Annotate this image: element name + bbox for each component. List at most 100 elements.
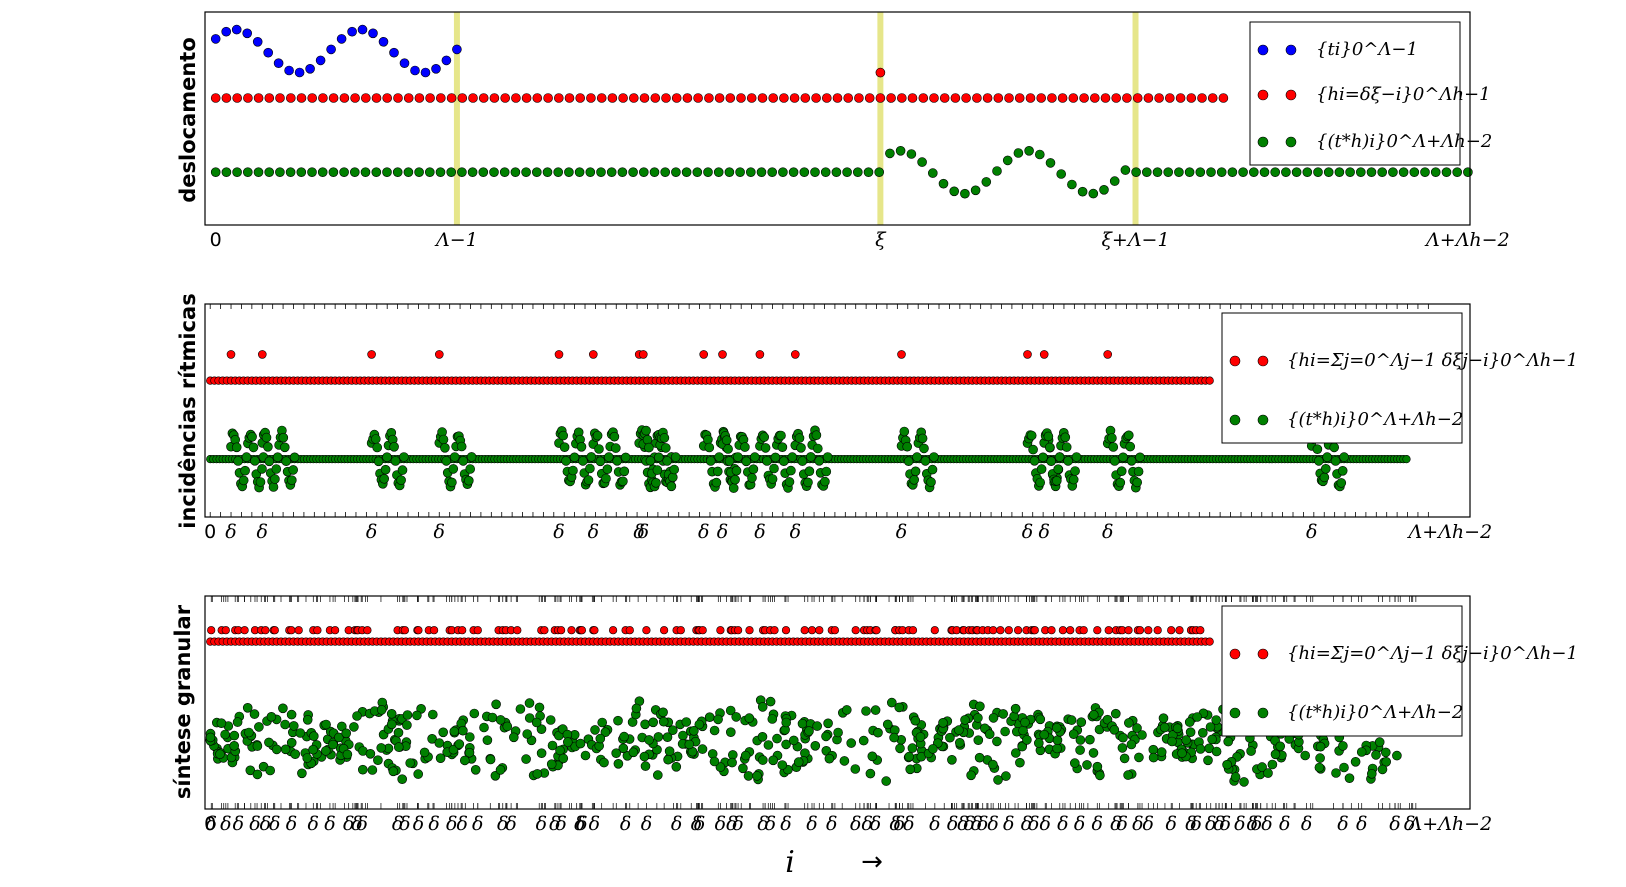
point-conv <box>628 167 638 177</box>
point-conv <box>390 456 401 466</box>
point-conv <box>1211 715 1221 725</box>
point-t <box>284 65 294 76</box>
point-h <box>1186 93 1197 103</box>
point-conv <box>602 464 613 475</box>
point-conv <box>367 765 378 775</box>
point-h <box>950 93 961 103</box>
point-conv <box>984 729 995 740</box>
point-conv <box>438 434 449 445</box>
point-conv <box>1035 149 1045 160</box>
point-conv <box>397 465 408 475</box>
point-conv <box>599 757 609 768</box>
point-h <box>843 93 854 103</box>
point-conv <box>1223 736 1233 747</box>
point-conv <box>1085 734 1095 745</box>
point-conv <box>1118 452 1128 463</box>
point-conv <box>804 466 815 477</box>
point-conv <box>1222 759 1232 770</box>
point-conv <box>905 764 916 775</box>
tick-label-delta: δ <box>1003 813 1014 835</box>
point-conv <box>1089 709 1099 720</box>
point-h-impulse <box>1124 626 1133 635</box>
point-conv <box>242 702 253 713</box>
point-conv <box>268 482 279 492</box>
point-conv <box>1388 167 1398 177</box>
point-conv <box>447 477 457 488</box>
point-conv <box>938 178 949 189</box>
point-h <box>446 93 457 103</box>
point-h-impulse <box>221 626 230 635</box>
point-conv <box>302 753 313 763</box>
point-conv <box>448 464 459 474</box>
point-t <box>410 65 420 76</box>
point-conv <box>920 456 931 466</box>
point-conv <box>903 456 914 467</box>
point-conv <box>558 430 569 441</box>
point-conv <box>342 749 353 760</box>
point-conv <box>822 452 833 462</box>
point-conv <box>793 757 804 767</box>
point-conv <box>558 753 569 764</box>
point-conv <box>713 167 724 177</box>
point-conv <box>757 702 768 712</box>
point-h <box>1143 93 1154 103</box>
point-h-impulse <box>625 626 634 635</box>
point-h <box>521 93 532 103</box>
point-conv <box>249 709 260 719</box>
point-conv <box>290 749 301 760</box>
point-conv <box>1181 735 1191 745</box>
point-h-impulse <box>930 626 939 635</box>
point-t <box>242 28 252 39</box>
point-conv <box>286 475 297 486</box>
point-conv <box>1124 430 1134 441</box>
point-conv <box>938 717 948 728</box>
point-conv <box>886 697 897 708</box>
point-h <box>1165 93 1175 103</box>
panel2-legend: {hi=Σj=0^Λj−1 δξj−i}0^Λh−1 {(t*h)i}0^Λ+Λ… <box>1221 312 1578 444</box>
point-conv <box>1046 456 1056 467</box>
point-conv <box>419 747 430 758</box>
point-h <box>929 93 939 103</box>
point-conv <box>669 464 680 475</box>
point-conv <box>396 475 406 486</box>
point-conv <box>812 721 823 731</box>
point-h <box>382 93 393 103</box>
point-conv <box>1001 771 1011 781</box>
point-conv <box>1075 735 1086 745</box>
legend-marker-t <box>1257 44 1269 56</box>
tick-label-delta: δ <box>963 813 974 835</box>
tick-label-delta: δ <box>257 521 268 543</box>
point-conv <box>992 166 1002 176</box>
point-conv <box>288 465 299 475</box>
point-h-impulse <box>699 350 709 359</box>
point-conv <box>926 477 936 487</box>
point-conv <box>289 452 300 463</box>
point-conv <box>740 750 751 761</box>
tick-label-delta: δ <box>1247 813 1258 835</box>
point-conv <box>713 714 723 725</box>
point-h <box>693 93 703 103</box>
point-h-impulse <box>1013 626 1023 635</box>
point-conv <box>692 167 703 177</box>
point-conv <box>559 442 570 453</box>
point-conv <box>770 452 781 463</box>
point-conv <box>738 763 748 774</box>
tick-label-delta: δ <box>233 813 244 835</box>
point-conv <box>479 722 489 733</box>
point-h <box>360 93 371 103</box>
point-conv <box>463 475 474 486</box>
point-conv <box>464 747 475 758</box>
point-conv <box>681 167 692 177</box>
point-conv <box>763 740 774 750</box>
point-conv <box>491 699 501 710</box>
point-conv <box>515 704 526 714</box>
point-conv <box>1034 738 1044 748</box>
point-conv <box>1132 723 1142 733</box>
point-conv <box>797 456 808 466</box>
point-conv <box>917 433 928 444</box>
tick-label-delta: δ <box>225 521 236 543</box>
point-conv <box>1195 167 1206 177</box>
point-h <box>972 93 982 103</box>
point-conv <box>592 430 603 441</box>
point-conv <box>264 737 274 748</box>
